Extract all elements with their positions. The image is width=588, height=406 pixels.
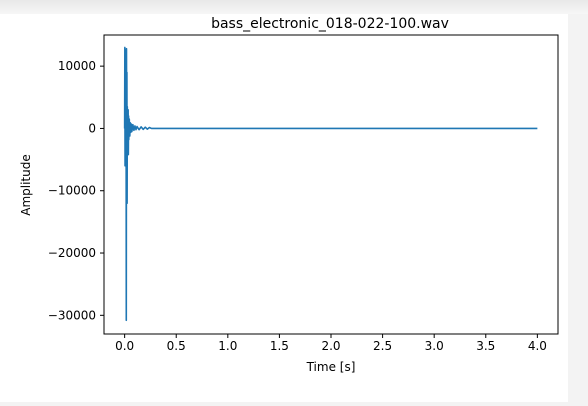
x-axis-label: Time [s] bbox=[306, 360, 356, 374]
series-layer bbox=[123, 46, 538, 322]
x-tick-label: 2.5 bbox=[373, 339, 392, 353]
waveform-series-line bbox=[123, 46, 538, 322]
y-axis-ticks: 10000 0 −10000 −20000 −30000 bbox=[48, 59, 104, 322]
x-tick-label: 3.0 bbox=[425, 339, 444, 353]
y-axis-label: Amplitude bbox=[19, 154, 33, 216]
x-tick-label: 3.5 bbox=[476, 339, 495, 353]
plot-canvas: bass_electronic_018-022-100.wav 0.0 0.5 1.… bbox=[0, 14, 568, 402]
x-tick-label: 1.0 bbox=[218, 339, 237, 353]
chart-title: bass_electronic_018-022-100.wav bbox=[211, 16, 449, 32]
x-tick-label: 0.0 bbox=[115, 339, 134, 353]
window-top-strip bbox=[0, 0, 588, 14]
x-tick-label: 2.0 bbox=[321, 339, 340, 353]
y-tick-label: −10000 bbox=[48, 184, 96, 198]
x-tick-label: 4.0 bbox=[528, 339, 547, 353]
y-tick-label: −30000 bbox=[48, 308, 96, 322]
waveform-chart: bass_electronic_018-022-100.wav 0.0 0.5 1.… bbox=[19, 16, 559, 374]
plot-frame bbox=[103, 34, 559, 335]
x-axis-ticks: 0.0 0.5 1.0 1.5 2.0 2.5 3.0 3.5 4.0 bbox=[115, 334, 547, 353]
y-tick-label: 0 bbox=[88, 121, 96, 135]
x-tick-label: 0.5 bbox=[167, 339, 186, 353]
y-tick-label: 10000 bbox=[58, 59, 96, 73]
y-tick-label: −20000 bbox=[48, 246, 96, 260]
x-tick-label: 1.5 bbox=[270, 339, 289, 353]
